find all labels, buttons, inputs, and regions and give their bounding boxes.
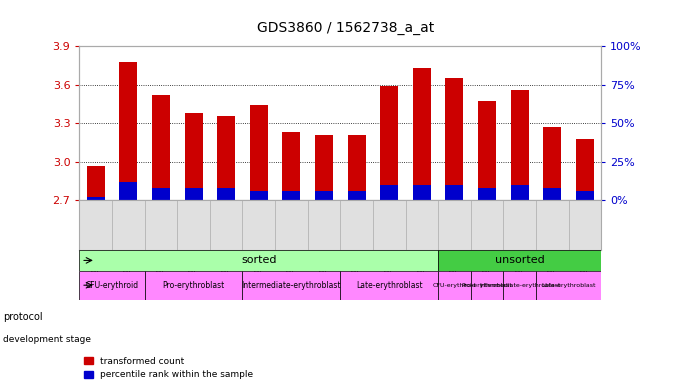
Text: GDS3860 / 1562738_a_at: GDS3860 / 1562738_a_at [257,21,434,35]
Bar [380,185,398,200]
Bar [478,188,496,200]
Bar [250,105,268,200]
Bar [79,250,438,271]
Bar [283,132,301,200]
Bar [217,188,235,200]
Text: unsorted: unsorted [495,255,545,265]
Bar [87,197,105,200]
Bar [87,166,105,200]
Text: CFU-erythroid: CFU-erythroid [433,283,476,288]
Legend: transformed count, percentile rank within the sample: transformed count, percentile rank withi… [84,357,254,379]
Text: Intermediate-erythroblast: Intermediate-erythroblast [479,283,560,288]
Bar [184,113,202,200]
Bar [250,191,268,200]
Bar [446,78,464,200]
Bar [478,101,496,200]
Bar [79,271,144,300]
Bar [413,68,430,200]
Bar [576,139,594,200]
Bar [120,61,138,200]
Bar [315,135,333,200]
Text: sorted: sorted [241,255,276,265]
Text: CFU-erythroid: CFU-erythroid [86,281,139,290]
Bar [144,271,243,300]
Bar [380,86,398,200]
Bar [438,271,471,300]
Bar [315,191,333,200]
Bar [471,271,503,300]
Bar [511,90,529,200]
Bar [283,191,301,200]
Bar [438,250,601,271]
Text: Intermediate-erythroblast: Intermediate-erythroblast [242,281,341,290]
Bar [576,191,594,200]
Bar [446,185,464,200]
Bar [536,271,601,300]
Bar [348,191,366,200]
Bar [152,188,170,200]
Bar [413,185,430,200]
Bar [348,135,366,200]
Text: Late-erythroblast: Late-erythroblast [356,281,422,290]
Text: Pro-erythroblast: Pro-erythroblast [162,281,225,290]
Bar [543,188,561,200]
Text: protocol: protocol [3,312,43,322]
Bar [543,127,561,200]
Bar [340,271,438,300]
Text: development stage: development stage [3,335,91,344]
Bar [120,182,138,200]
Bar [152,95,170,200]
Bar [511,185,529,200]
Text: Late-erythroblast: Late-erythroblast [541,283,596,288]
Bar [503,271,536,300]
Bar [184,188,202,200]
Bar [243,271,340,300]
Bar [217,116,235,200]
Text: Pro-erythroblast: Pro-erythroblast [462,283,513,288]
